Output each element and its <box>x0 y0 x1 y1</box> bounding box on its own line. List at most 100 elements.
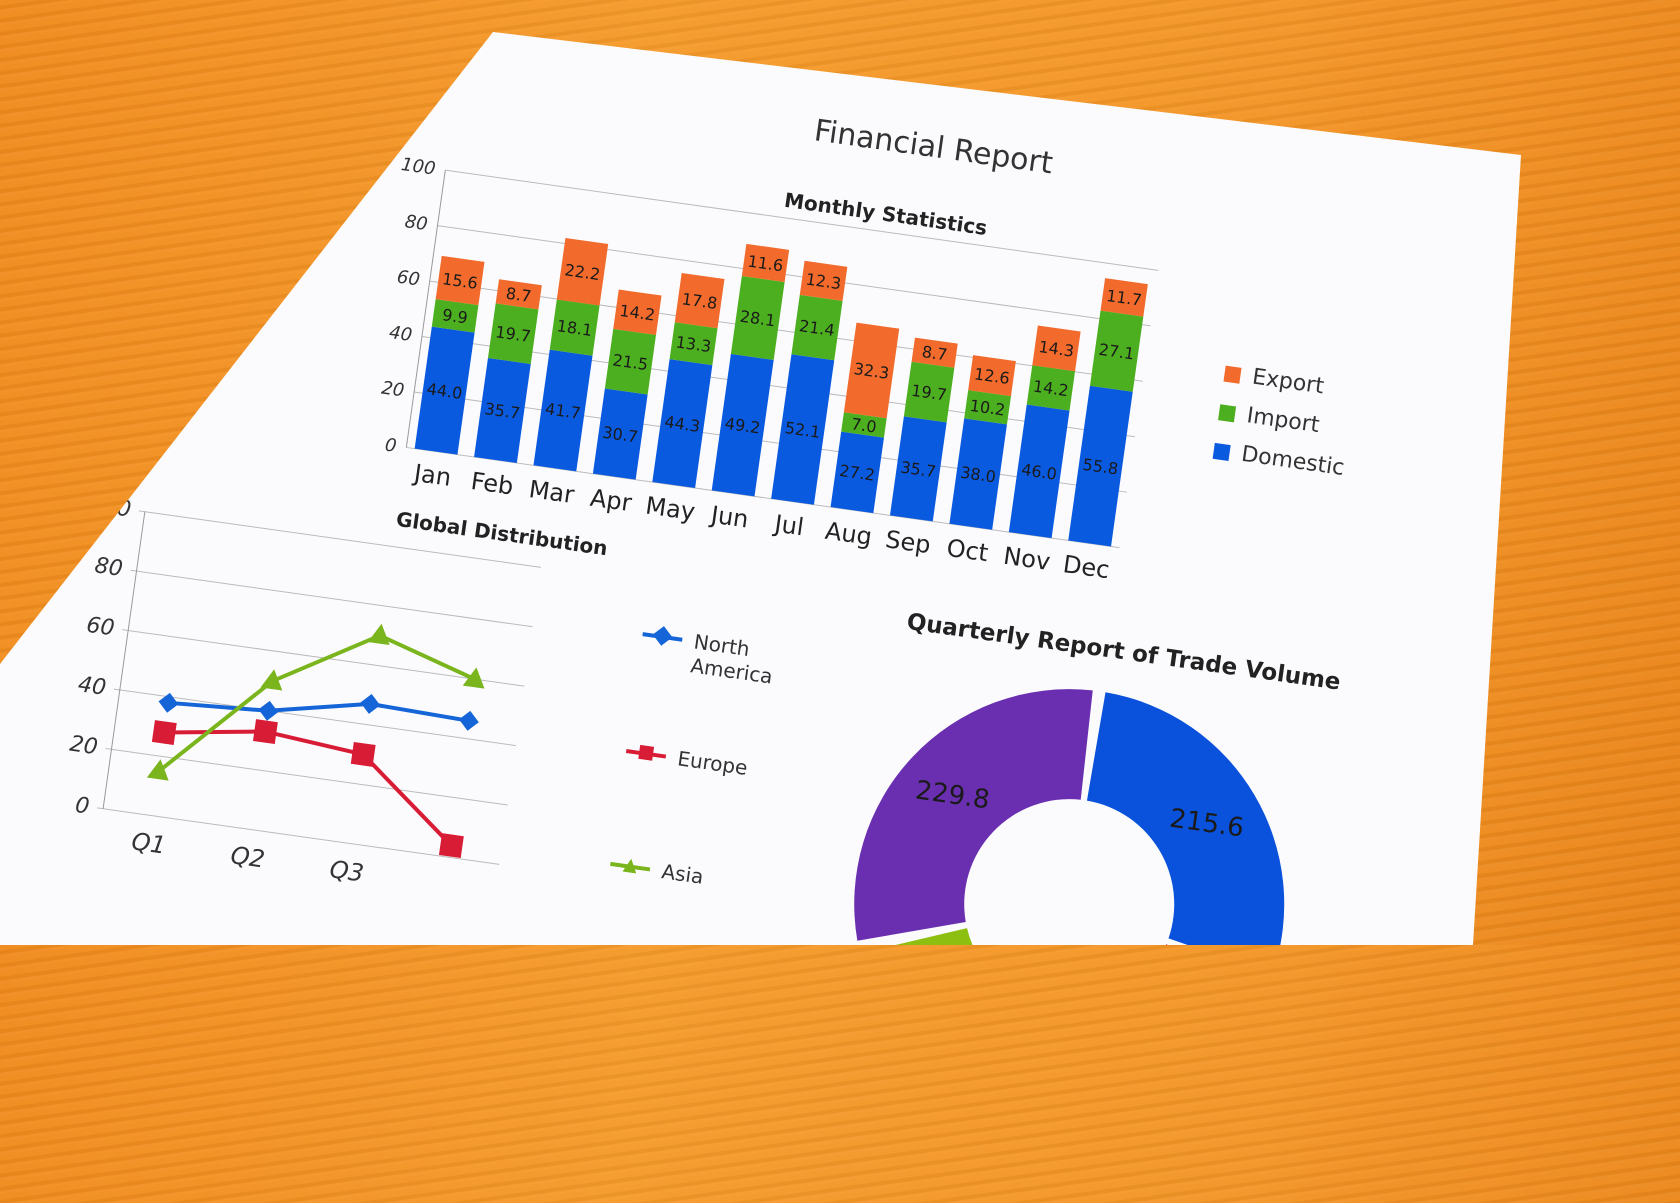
bar-import <box>841 412 887 438</box>
x-tick-label: Oct <box>945 534 990 568</box>
data-label: 18.1 <box>556 316 594 340</box>
data-label: 8.7 <box>921 342 949 364</box>
domestic-swatch <box>1212 442 1231 461</box>
y-tick-label: 80 <box>403 211 429 235</box>
x-tick-label: Feb <box>469 467 515 501</box>
x-tick-label: Dec <box>1061 550 1111 584</box>
data-label: 52.1 <box>784 418 822 442</box>
bar-legend: Export Import Domestic <box>1210 361 1357 495</box>
bar-import <box>669 322 718 366</box>
bar-export <box>799 260 848 301</box>
bar-import <box>604 328 657 395</box>
gridline <box>445 169 1159 271</box>
data-point-marker <box>360 694 381 714</box>
import-swatch <box>1218 403 1237 422</box>
x-tick-label: Q3 <box>328 855 366 887</box>
donut-segment <box>1102 944 1268 945</box>
y-axis <box>102 511 146 809</box>
line-legend: North America Europe Asia <box>607 622 785 909</box>
legend-item-asia: Asia <box>609 852 753 896</box>
legend-label: Europe <box>676 746 750 780</box>
legend-label: Asia <box>660 859 706 889</box>
global-distribution-chart: 0 20 40 60 80 100 Q1 Q2 Q3 <box>68 492 542 888</box>
gridline <box>406 446 1120 549</box>
series-line-asia <box>157 633 476 773</box>
bar-domestic <box>474 357 531 463</box>
bar-domestic <box>711 353 774 497</box>
bar-domestic <box>592 388 648 480</box>
bar-import <box>791 294 843 361</box>
x-tick-label: Apr <box>588 484 633 518</box>
gridline <box>437 225 1151 327</box>
bar-import <box>487 303 539 364</box>
legend-label: North America <box>689 629 775 689</box>
bar-export <box>1100 278 1148 317</box>
bar-export <box>968 355 1016 397</box>
series-line-europe <box>164 729 453 847</box>
data-point-marker <box>458 710 479 731</box>
legend-item-north-america: North America <box>638 622 785 689</box>
donut-segment <box>859 928 1126 945</box>
data-label: 44.3 <box>663 412 701 436</box>
x-tick-label: May <box>644 491 697 526</box>
paper-sheet: Financial Report Monthly Statistics 0 20 4… <box>68 113 1357 945</box>
bar-domestic <box>889 416 947 522</box>
north-america-line-icon <box>642 626 683 646</box>
data-label: 21.5 <box>611 350 649 374</box>
gridline <box>130 569 533 628</box>
legend-label: Export <box>1250 364 1326 400</box>
x-tick-label: Jun <box>707 500 750 533</box>
bar-domestic <box>414 326 475 455</box>
x-tick-label: Jan <box>410 459 453 492</box>
data-label: 19.7 <box>494 322 532 346</box>
gridline <box>138 510 542 568</box>
europe-line-icon <box>625 744 667 761</box>
donut-segment <box>854 689 1093 941</box>
data-label: 41.7 <box>544 399 582 423</box>
data-label: 35.7 <box>899 458 937 482</box>
data-label: 14.2 <box>1032 376 1070 400</box>
bar-import <box>903 361 955 423</box>
y-tick-label: 40 <box>388 322 414 346</box>
bar-domestic <box>771 354 835 505</box>
x-tick-label: Sep <box>884 525 933 559</box>
y-tick-label: 0 <box>74 793 91 820</box>
legend-item-domestic: Domestic <box>1212 438 1346 481</box>
data-label: 49.2 <box>724 414 762 438</box>
data-label: 21.4 <box>798 316 836 340</box>
bar-import <box>730 276 785 360</box>
y-tick-label: 100 <box>88 492 133 523</box>
donut-segment <box>1086 692 1285 945</box>
bar-export <box>741 243 790 283</box>
gridline <box>113 688 516 747</box>
bar-export <box>613 289 662 335</box>
data-label: 30.7 <box>601 423 639 447</box>
series-line-north-america <box>168 700 470 723</box>
data-label: 46.0 <box>1020 460 1058 484</box>
bar-domestic <box>949 418 1007 530</box>
data-label: 13.3 <box>675 332 713 356</box>
x-tick-label: Mar <box>527 475 576 509</box>
gridline <box>429 280 1143 382</box>
y-tick-label: 20 <box>68 732 99 761</box>
data-label: 17.8 <box>681 289 719 313</box>
legend-item-import: Import <box>1217 399 1351 442</box>
bar-domestic <box>1068 385 1133 547</box>
data-label: 14.3 <box>1037 337 1075 361</box>
data-label: 38.0 <box>959 463 997 487</box>
bar-domestic <box>652 359 713 489</box>
bar-export <box>435 255 485 306</box>
data-label: 12.3 <box>805 269 843 293</box>
data-label: 32.3 <box>853 359 891 383</box>
data-label: 10.2 <box>969 396 1007 420</box>
gridline <box>414 391 1128 493</box>
monthly-statistics-chart: 0 20 40 60 80 100 44.0 9.9 15.6 Jan 35.7 19.7 8.7 Feb… <box>380 154 1159 584</box>
data-point-marker <box>151 720 177 745</box>
y-tick-label: 0 <box>384 435 398 457</box>
y-tick-label: 20 <box>380 377 406 401</box>
report-title: Financial Report <box>811 113 1055 182</box>
data-point-marker <box>258 700 279 721</box>
data-label: 14.2 <box>618 301 656 325</box>
legend-label: Domestic <box>1239 441 1346 482</box>
